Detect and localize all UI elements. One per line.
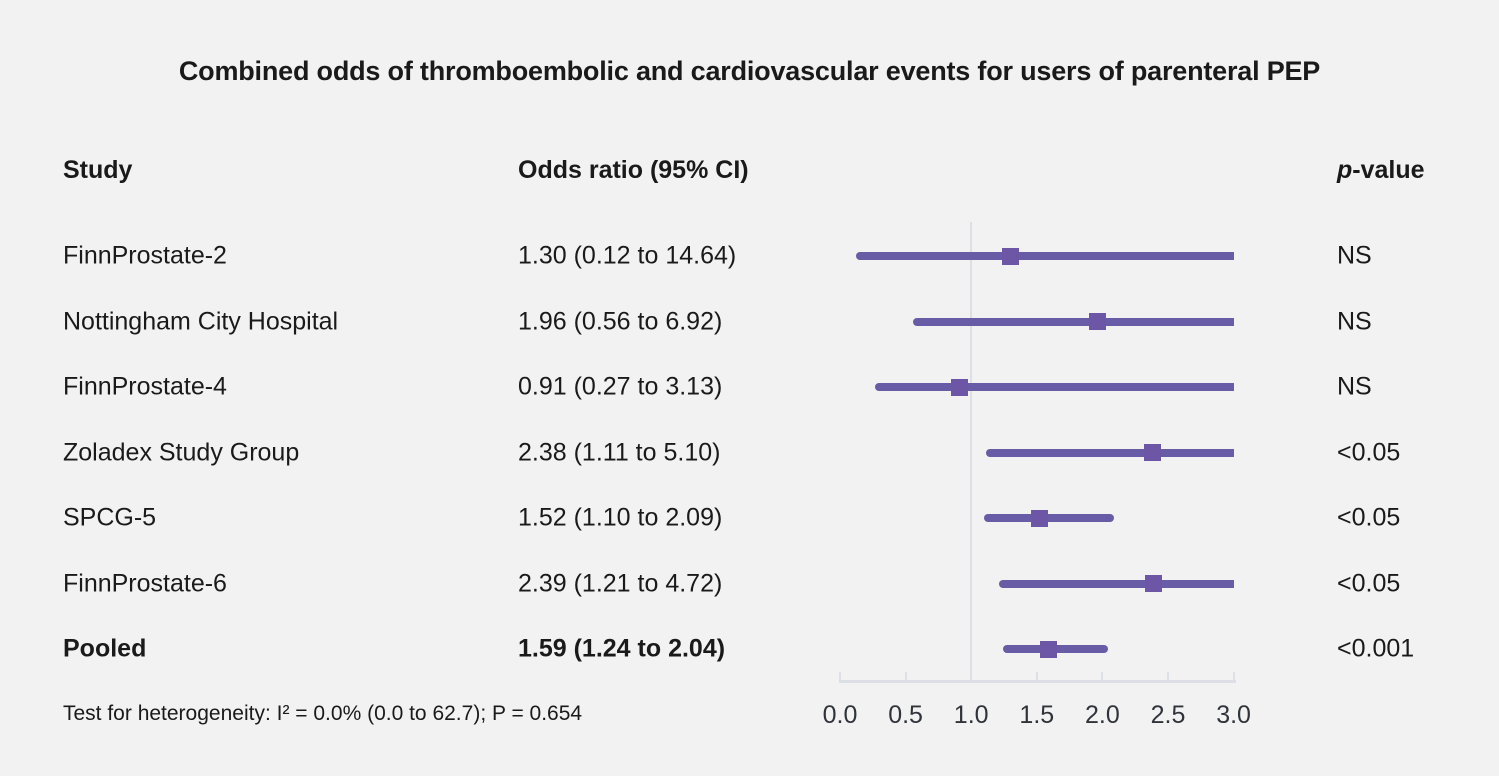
p-value: <0.001 [1337, 634, 1415, 663]
confidence-interval-line [998, 579, 1234, 588]
x-axis-tick-label: 3.0 [1216, 701, 1251, 729]
point-estimate-marker [950, 378, 968, 396]
x-axis-tick [1101, 672, 1104, 680]
study-label: Pooled [63, 634, 147, 663]
study-label: FinnProstate-6 [63, 569, 227, 597]
p-value-italic-p: p [1337, 156, 1353, 184]
study-label: SPCG-5 [63, 503, 157, 532]
x-axis-tick [970, 672, 973, 680]
confidence-interval-line [875, 383, 1234, 391]
x-axis-tick [1035, 672, 1038, 680]
x-axis-tick [904, 672, 907, 680]
point-estimate-marker [1145, 575, 1163, 592]
x-axis-tick [1232, 672, 1235, 680]
p-value: <0.05 [1337, 569, 1401, 597]
p-value: NS [1337, 372, 1372, 401]
odds-ratio-value: 0.91 (0.27 to 3.13) [518, 372, 723, 401]
study-label: Nottingham City Hospital [63, 307, 339, 335]
p-value: <0.05 [1337, 503, 1401, 532]
x-axis-tick-label: 1.0 [953, 701, 989, 729]
point-estimate-marker [1030, 509, 1048, 527]
reference-line [970, 222, 973, 680]
study-label: FinnProstate-2 [63, 241, 227, 270]
p-value: NS [1337, 241, 1372, 270]
chart-title: Combined odds of thromboembolic and card… [178, 56, 1321, 86]
x-axis-tick-label: 1.5 [1019, 701, 1055, 729]
p-value-rest: -value [1352, 156, 1425, 184]
p-value: <0.05 [1337, 438, 1401, 466]
study-label: FinnProstate-4 [63, 372, 227, 401]
study-label: Zoladex Study Group [63, 438, 300, 466]
confidence-interval-line [984, 514, 1115, 522]
odds-ratio-value: 2.38 (1.11 to 5.10) [518, 438, 721, 466]
odds-ratio-value: 1.52 (1.10 to 2.09) [518, 503, 723, 532]
heterogeneity-note: Test for heterogeneity: I² = 0.0% (0.0 t… [63, 702, 583, 725]
point-estimate-marker [1040, 640, 1058, 658]
x-axis-tick-label: 0.5 [888, 701, 923, 729]
x-axis-line [839, 680, 1236, 683]
odds-ratio-value: 1.59 (1.24 to 2.04) [518, 634, 726, 663]
x-axis-tick [1167, 672, 1169, 680]
x-axis-tick [839, 672, 841, 680]
confidence-interval-line [855, 252, 1234, 260]
odds-ratio-value: 2.39 (1.21 to 4.72) [518, 569, 723, 597]
x-axis-tick-label: 0.0 [822, 701, 858, 729]
odds-ratio-value: 1.96 (0.56 to 6.92) [518, 307, 723, 335]
point-estimate-marker [1143, 444, 1161, 461]
point-estimate-marker [1088, 313, 1106, 330]
confidence-interval-line [985, 448, 1234, 457]
x-axis-tick-label: 2.5 [1150, 701, 1186, 729]
odds-ratio-value: 1.30 (0.12 to 14.64) [518, 241, 737, 270]
p-value: NS [1337, 307, 1372, 335]
column-header-odds-ratio: Odds ratio (95% CI) [518, 156, 749, 184]
confidence-interval-line [913, 317, 1234, 326]
x-axis-tick-label: 2.0 [1085, 701, 1120, 729]
point-estimate-marker [1002, 247, 1020, 265]
column-header-p-value: p-value [1337, 156, 1425, 185]
column-header-study: Study [63, 156, 133, 184]
